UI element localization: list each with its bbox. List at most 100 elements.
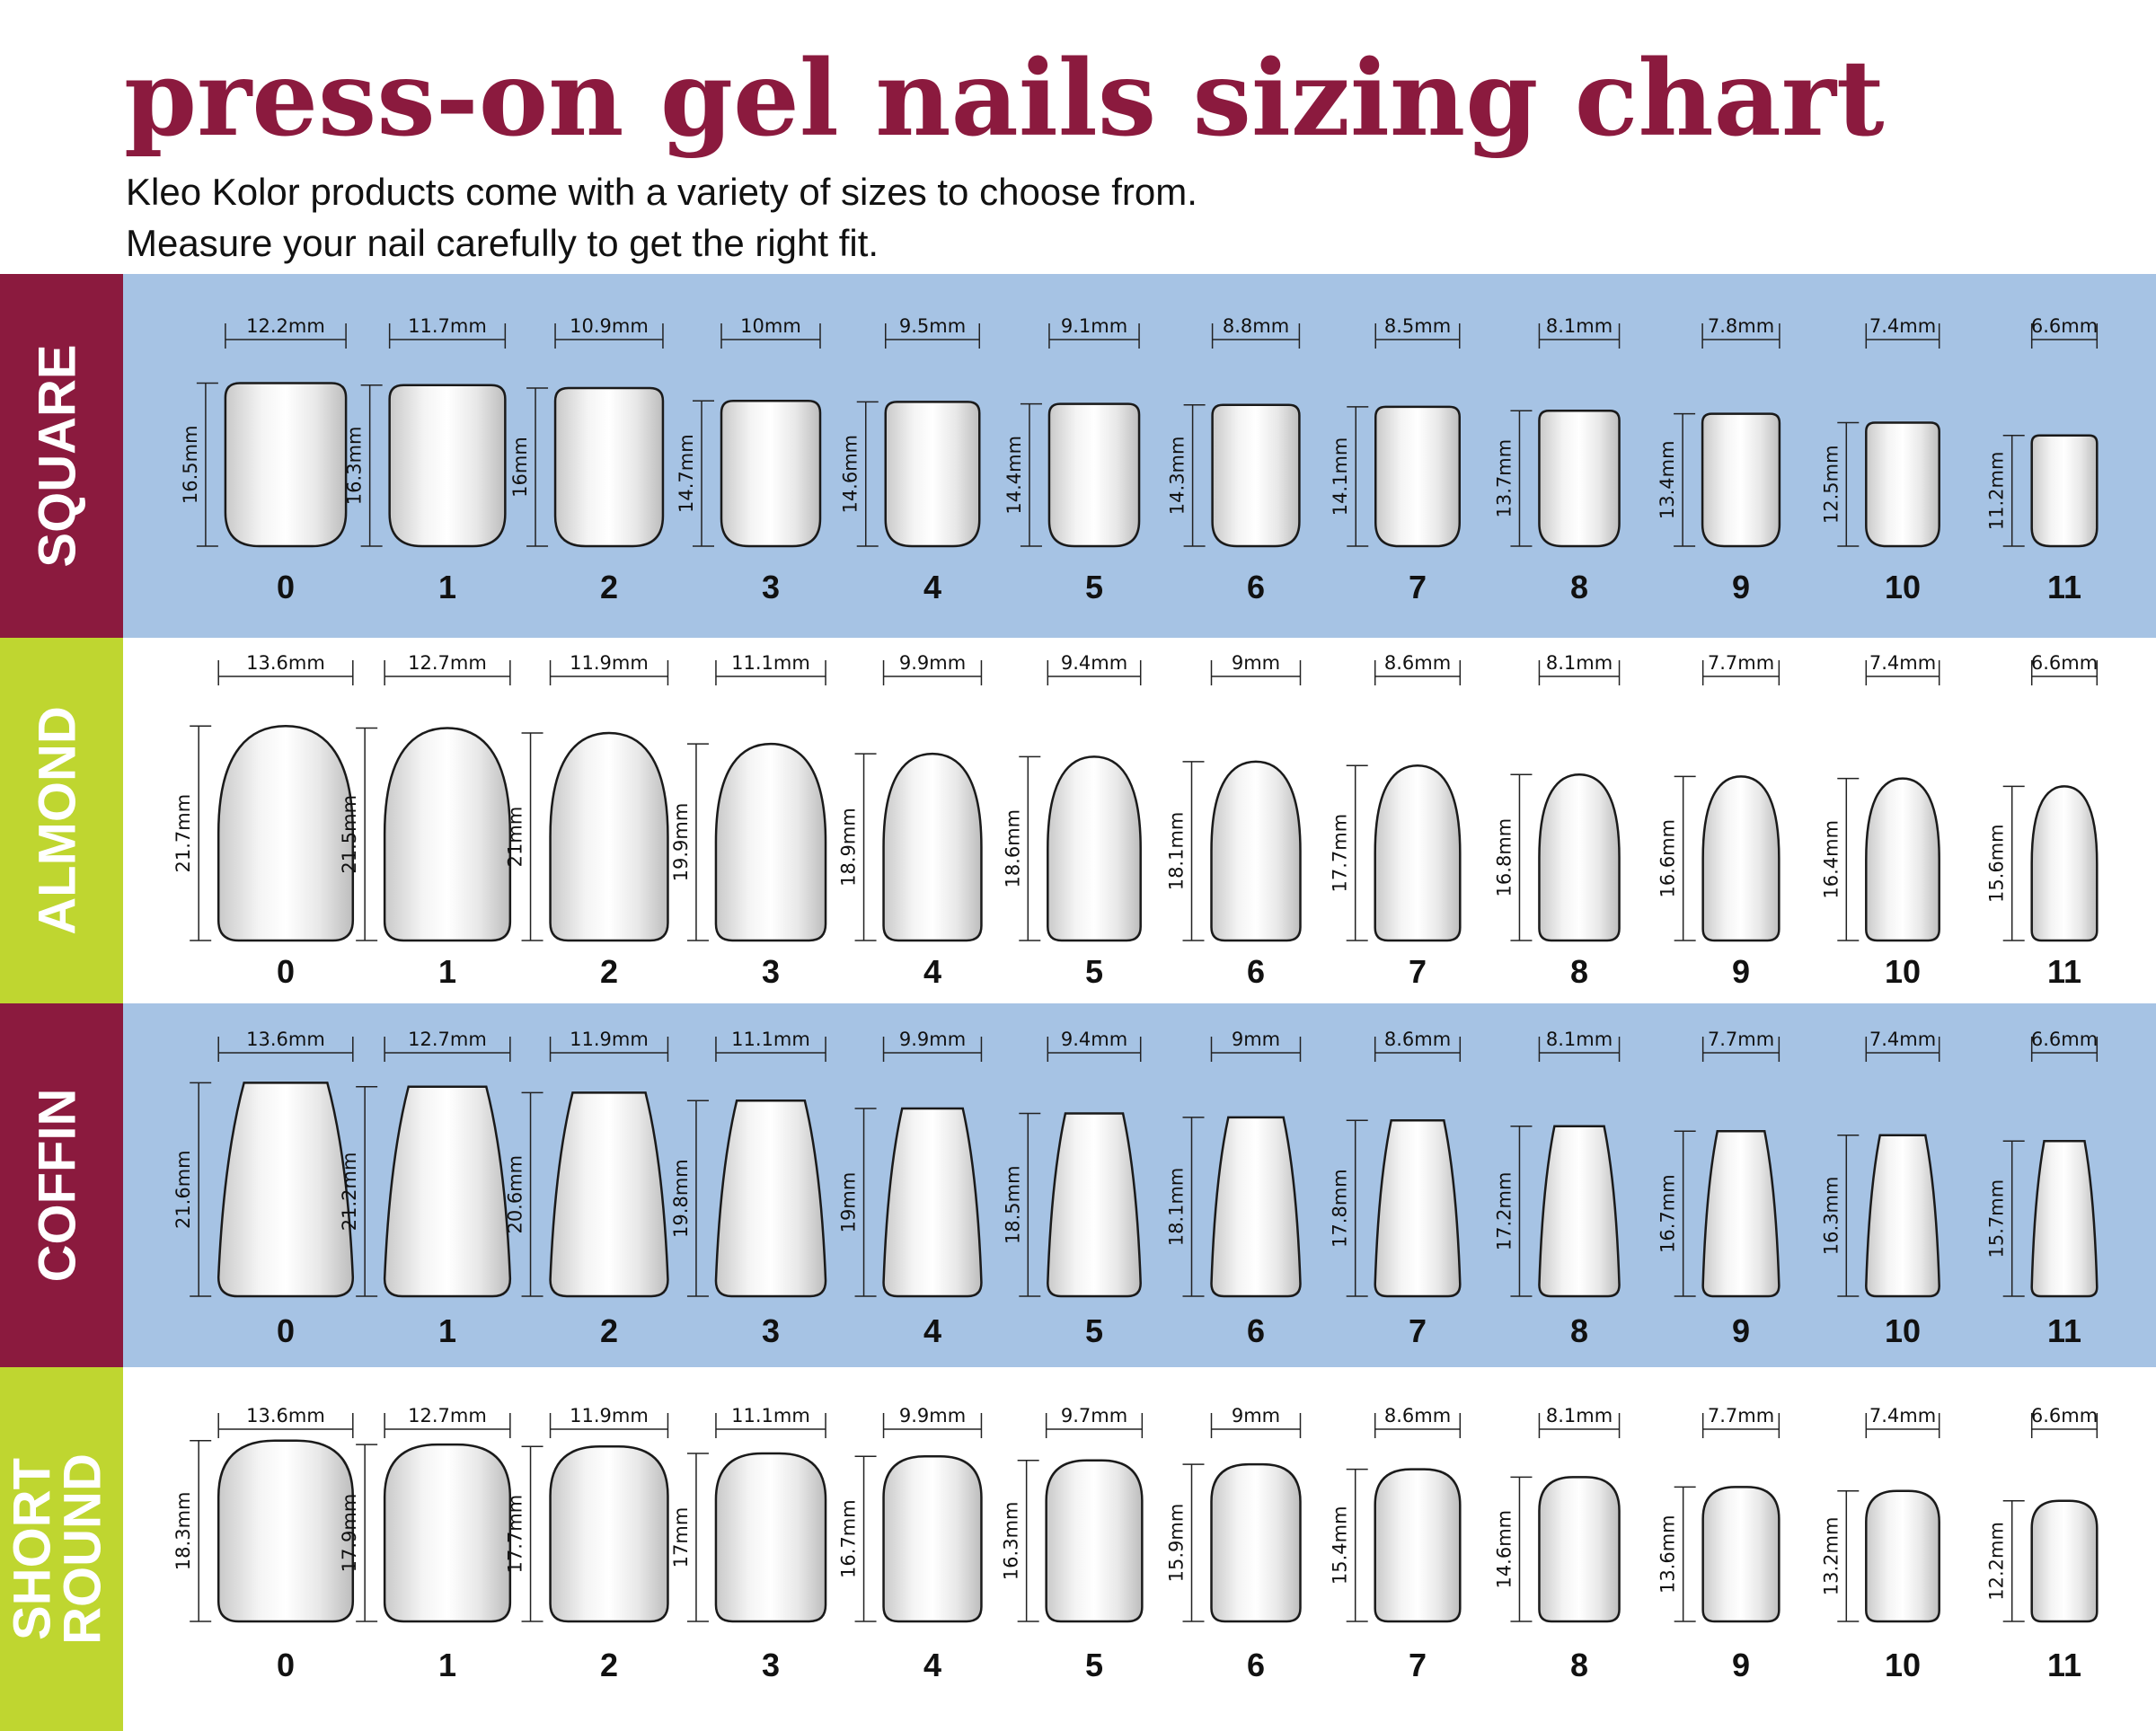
nail (1374, 764, 1462, 942)
size-number: 7 (1409, 1647, 1427, 1683)
size-number: 9 (1732, 569, 1750, 605)
width-label: 13.6mm (246, 1029, 325, 1050)
section-label: SHORT (3, 1458, 61, 1640)
width-label: 9.5mm (899, 315, 966, 337)
length-label: 20.6mm (505, 1155, 526, 1234)
size-number: 4 (923, 953, 941, 990)
size-number: 7 (1409, 569, 1427, 605)
nail-group: 8.1mm 13.7mm 8 (1493, 315, 1621, 605)
length-label: 17mm (670, 1507, 692, 1568)
nail (1211, 403, 1301, 548)
size-number: 10 (1885, 1312, 1921, 1349)
length-label: 18.1mm (1166, 812, 1188, 891)
size-number: 3 (762, 953, 780, 990)
size-number: 7 (1409, 953, 1427, 990)
length-label: 18.9mm (838, 808, 860, 887)
width-label: 11.7mm (408, 315, 487, 337)
nail (714, 1099, 827, 1298)
width-label: 9.7mm (1061, 1405, 1127, 1426)
nail (1047, 402, 1141, 548)
nail-group: 10mm 14.7mm 3 (676, 315, 822, 605)
nail-group: 11.9mm 20.6mm 2 (505, 1029, 669, 1349)
subtitle: Kleo Kolor products come with a variety … (126, 171, 1197, 213)
size-number: 9 (1732, 1312, 1750, 1349)
length-label: 17.8mm (1330, 1169, 1351, 1248)
size-number: 3 (762, 569, 780, 605)
width-label: 8.1mm (1546, 652, 1613, 674)
section-label: SQUARE (28, 344, 86, 567)
nail-group: 11.1mm 19.9mm 3 (670, 652, 827, 990)
width-label: 6.6mm (2031, 652, 2098, 674)
nail-group: 9mm 18.1mm 6 (1166, 1029, 1302, 1349)
size-number: 6 (1247, 953, 1265, 990)
nail (1538, 410, 1621, 548)
section-label-bg (0, 638, 123, 1003)
size-number: 8 (1570, 569, 1588, 605)
length-label: 18.6mm (1002, 809, 1023, 888)
width-label: 8.6mm (1384, 652, 1451, 674)
length-label: 13.6mm (1657, 1515, 1679, 1594)
length-label: 21.5mm (339, 795, 360, 874)
nail (1374, 1468, 1462, 1623)
length-label: 21.7mm (172, 794, 194, 873)
width-label: 7.4mm (1869, 1029, 1936, 1050)
width-label: 8.1mm (1546, 1405, 1613, 1426)
nail (549, 1445, 669, 1623)
nail-group: 6.6mm 15.6mm 11 (1986, 652, 2099, 990)
nail-group: 8.6mm 15.4mm 7 (1330, 1405, 1462, 1683)
subtitle: Measure your nail carefully to get the r… (126, 222, 879, 264)
nail-group: 9.5mm 14.6mm 4 (840, 315, 981, 605)
nail (1374, 1118, 1462, 1298)
size-number: 2 (600, 953, 618, 990)
size-number: 1 (438, 569, 456, 605)
width-label: 7.4mm (1869, 315, 1936, 337)
nail-group: 9.1mm 14.4mm 5 (1003, 315, 1141, 605)
nail-group: 12.7mm 21.2mm 1 (339, 1029, 512, 1349)
length-label: 19.8mm (670, 1159, 692, 1238)
length-label: 16.8mm (1493, 818, 1515, 897)
width-label: 9.9mm (899, 652, 966, 674)
width-label: 9.4mm (1061, 652, 1127, 674)
nail (553, 386, 665, 548)
size-number: 2 (600, 1647, 618, 1683)
nail-group: 11.9mm 17.7mm 2 (505, 1405, 669, 1683)
width-label: 12.7mm (408, 652, 487, 674)
width-label: 11.9mm (570, 652, 649, 674)
width-label: 11.9mm (570, 1405, 649, 1426)
section-label-bg (0, 274, 123, 638)
length-label: 13.2mm (1820, 1517, 1842, 1596)
length-label: 13.4mm (1657, 440, 1678, 519)
nail-group: 13.6mm 18.3mm 0 (172, 1405, 355, 1683)
nail (2030, 1499, 2099, 1623)
nail-group: 12.7mm 21.5mm 1 (339, 652, 512, 990)
nail (2030, 1140, 2099, 1298)
nail-group: 7.4mm 16.3mm 10 (1820, 1029, 1940, 1349)
nail (1701, 775, 1780, 942)
nail-group: 7.4mm 16.4mm 10 (1820, 652, 1940, 990)
nail (1538, 773, 1621, 942)
size-number: 7 (1409, 1312, 1427, 1349)
nail (882, 752, 983, 942)
nail (1210, 1462, 1302, 1623)
size-number: 11 (2047, 569, 2081, 605)
nail (720, 400, 822, 548)
width-label: 9.9mm (899, 1405, 966, 1426)
width-label: 8.6mm (1384, 1029, 1451, 1050)
size-number: 4 (923, 569, 941, 605)
nail-group: 8.1mm 14.6mm 8 (1493, 1405, 1621, 1683)
nail (388, 384, 507, 548)
title: press-on gel nails sizing chart (124, 38, 1885, 160)
nail-group: 9.9mm 16.7mm 4 (838, 1405, 983, 1683)
width-label: 7.4mm (1869, 652, 1936, 674)
section-label: ALMOND (28, 706, 86, 935)
size-number: 8 (1570, 1647, 1588, 1683)
length-label: 15.6mm (1986, 824, 2008, 903)
length-label: 14.6mm (1493, 1510, 1515, 1589)
nail (549, 731, 669, 942)
length-label: 21.6mm (172, 1150, 194, 1229)
width-label: 11.1mm (731, 1405, 810, 1426)
size-number: 1 (438, 1647, 456, 1683)
length-label: 16mm (509, 437, 531, 498)
width-label: 6.6mm (2031, 1029, 2098, 1050)
nail-group: 11.9mm 21mm 2 (505, 652, 669, 990)
